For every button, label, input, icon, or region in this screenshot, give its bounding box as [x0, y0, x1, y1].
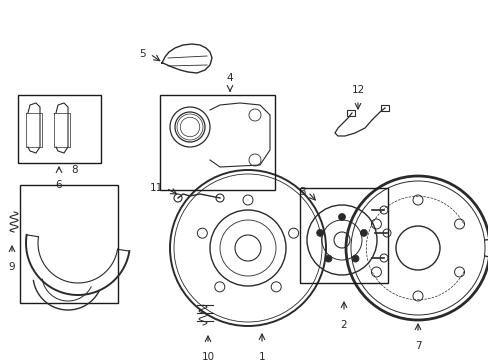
Bar	[20, 185, 118, 303]
Text: 1: 1	[258, 352, 265, 360]
Text: 8: 8	[72, 165, 78, 175]
Text: 9: 9	[9, 262, 15, 272]
Circle shape	[316, 229, 323, 237]
Circle shape	[360, 229, 366, 237]
Bar	[346, 110, 354, 116]
Text: 6: 6	[56, 180, 62, 190]
Text: 12: 12	[351, 85, 364, 95]
Bar	[299, 188, 387, 283]
Text: 2: 2	[340, 320, 346, 330]
Text: 11: 11	[149, 183, 163, 193]
Text: 10: 10	[201, 352, 214, 360]
Text: 7: 7	[414, 341, 421, 351]
Circle shape	[338, 213, 345, 220]
Bar	[18, 95, 101, 163]
Circle shape	[351, 255, 358, 262]
Text: 3: 3	[299, 187, 305, 197]
Text: 5: 5	[139, 49, 146, 59]
Circle shape	[325, 255, 331, 262]
Bar	[160, 95, 274, 190]
Text: 4: 4	[226, 73, 233, 83]
Bar	[380, 105, 388, 111]
